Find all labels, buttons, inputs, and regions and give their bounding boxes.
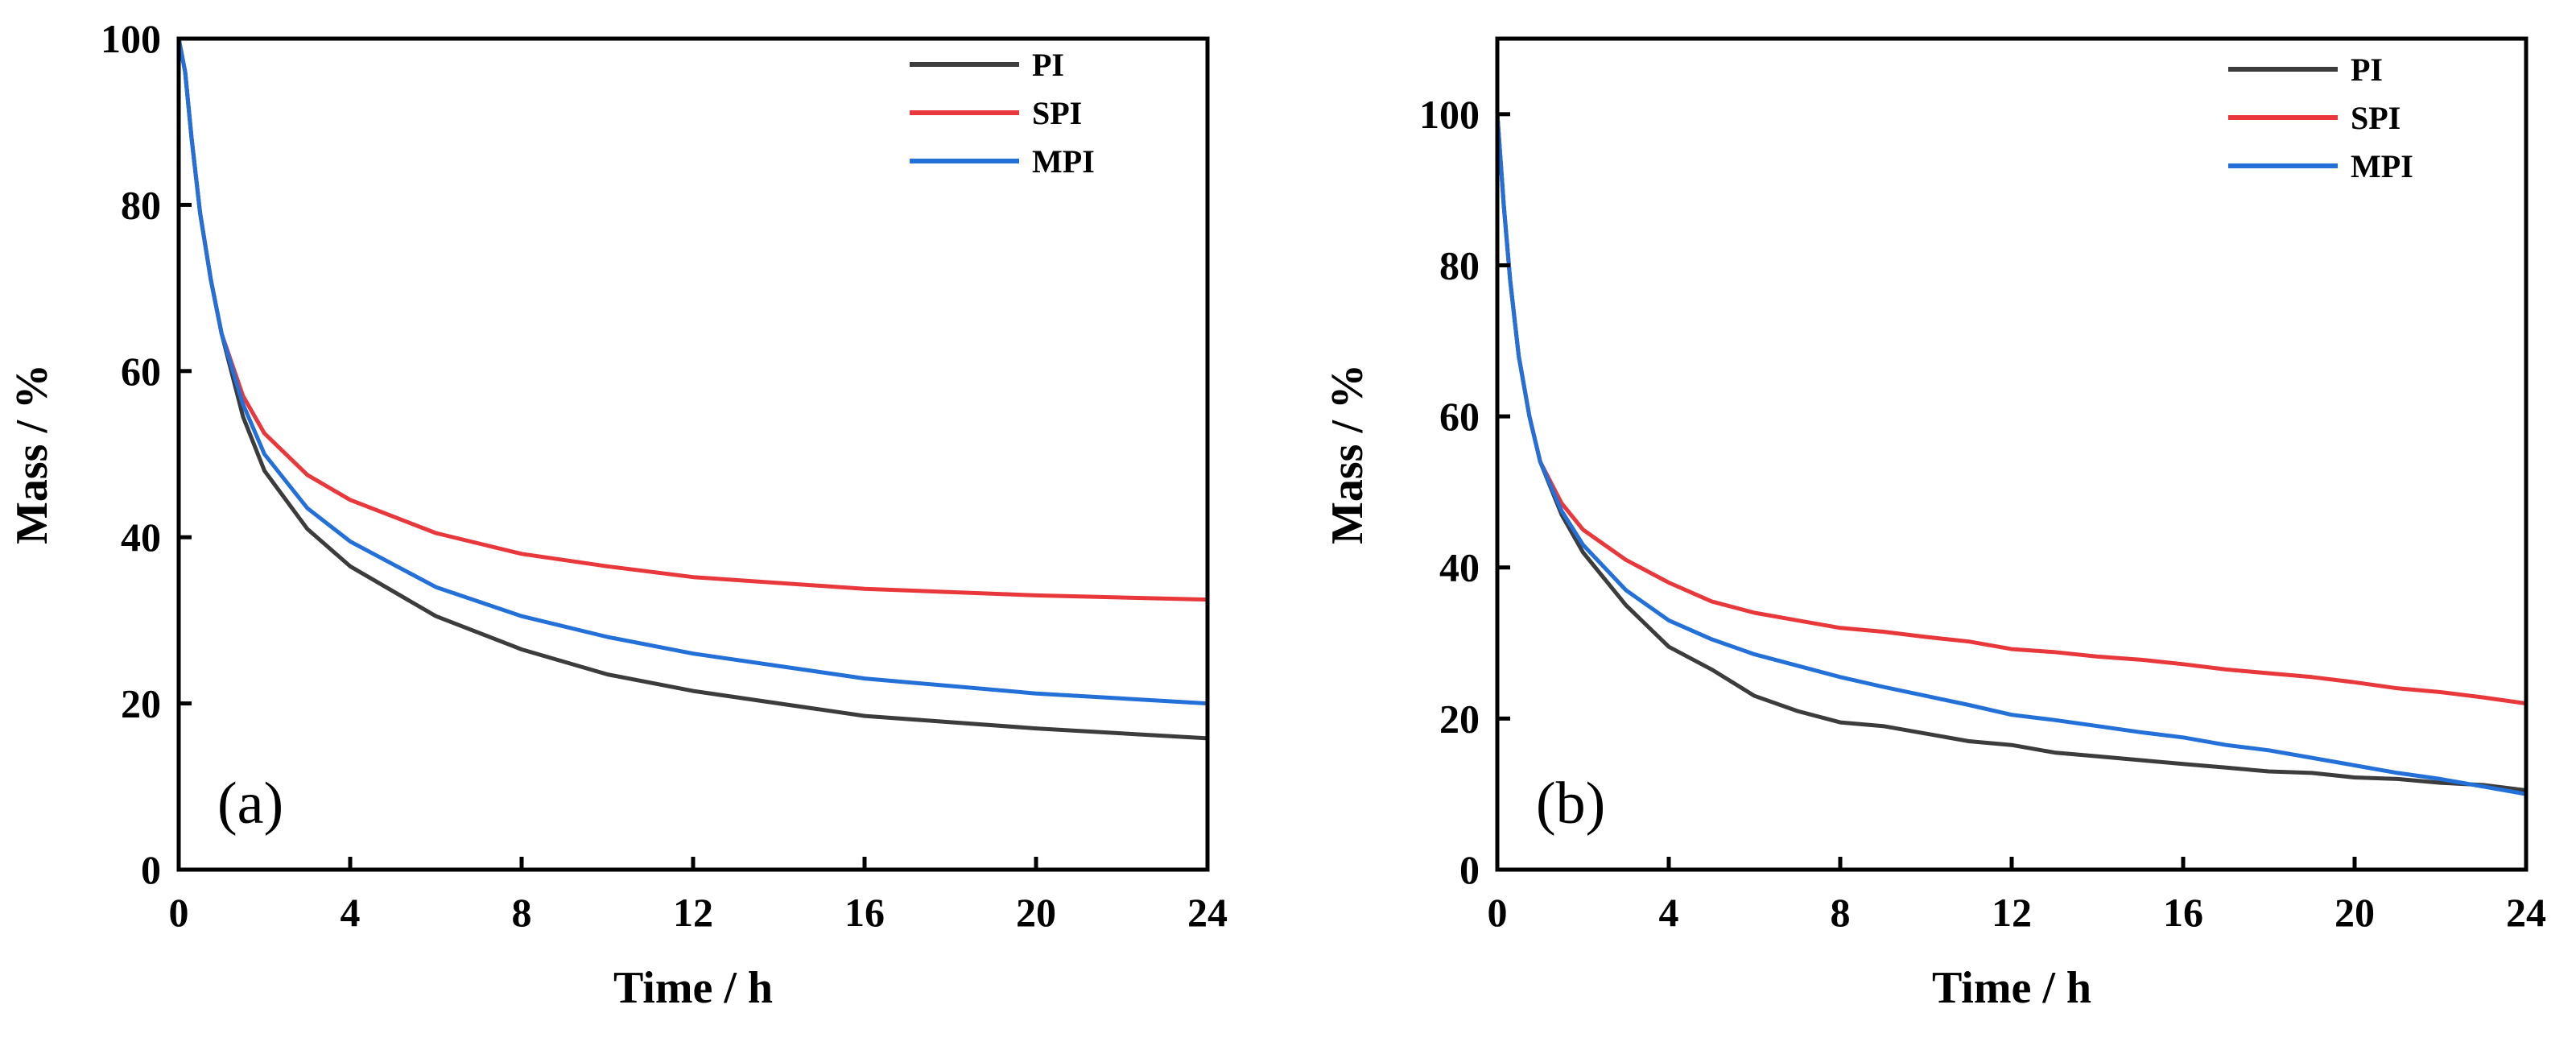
b-x-tick-label: 20	[2334, 890, 2375, 935]
b-x-tick-label: 16	[2163, 890, 2203, 935]
b-x-tick-label: 4	[1659, 890, 1679, 935]
a-x-tick-label: 20	[1016, 890, 1056, 935]
b-x-tick-label: 8	[1831, 890, 1851, 935]
b-y-tick-label: 100	[1419, 92, 1480, 137]
a-panel-label: (a)	[217, 771, 283, 837]
b-legend-label-spi: SPI	[2351, 100, 2401, 136]
a-y-tick-label: 0	[141, 847, 161, 892]
a-legend-label-spi: SPI	[1032, 95, 1082, 131]
b-x-axis-title: Time / h	[1932, 963, 2091, 1013]
a-y-tick-label: 100	[101, 16, 161, 61]
b-x-tick-label: 24	[2506, 890, 2546, 935]
a-y-axis-title: Mass / %	[7, 364, 57, 544]
b-series-mpi-line	[1495, 112, 2529, 796]
a-x-tick-label: 24	[1187, 890, 1228, 935]
a-x-tick-label: 4	[341, 890, 361, 935]
a-legend-label-pi: PI	[1032, 47, 1064, 83]
a-y-tick-label: 20	[121, 681, 161, 726]
a-x-tick-label: 16	[844, 890, 885, 935]
b-panel-label: (b)	[1536, 771, 1605, 837]
a-x-tick-label: 0	[169, 890, 189, 935]
b-y-tick-label: 0	[1459, 847, 1480, 892]
a-series-mpi-line	[176, 36, 1210, 706]
panel-b-chart: 0 4 8 12 16 20 24 0 20 40 60 80 100 Time / h Mass / % (…	[1323, 36, 2546, 1013]
b-y-tick-label: 20	[1439, 696, 1480, 741]
a-x-axis-title: Time / h	[613, 963, 773, 1013]
a-y-tick-label: 60	[121, 349, 161, 394]
b-y-tick-label: 40	[1439, 545, 1480, 590]
a-y-tick-label: 40	[121, 515, 161, 560]
a-x-tick-label: 8	[512, 890, 532, 935]
b-y-tick-label: 80	[1439, 242, 1480, 287]
b-x-tick-label: 0	[1488, 890, 1508, 935]
b-x-tick-label: 12	[1992, 890, 2032, 935]
b-y-axis-title: Mass / %	[1323, 364, 1373, 544]
b-legend-label-pi: PI	[2351, 52, 2383, 88]
b-series-pi-line	[1495, 112, 2529, 792]
b-y-tick-label: 60	[1439, 394, 1480, 439]
panel-a-chart: 0 4 8 12 16 20 24 0 20 40 60 80 100 Time / h Mass / % (…	[7, 16, 1228, 1013]
a-y-tick-label: 80	[121, 182, 161, 227]
b-series-spi-line	[1495, 112, 2529, 706]
a-legend-label-mpi: MPI	[1032, 143, 1095, 180]
b-legend-label-mpi: MPI	[2351, 148, 2413, 184]
a-x-tick-label: 12	[673, 890, 713, 935]
